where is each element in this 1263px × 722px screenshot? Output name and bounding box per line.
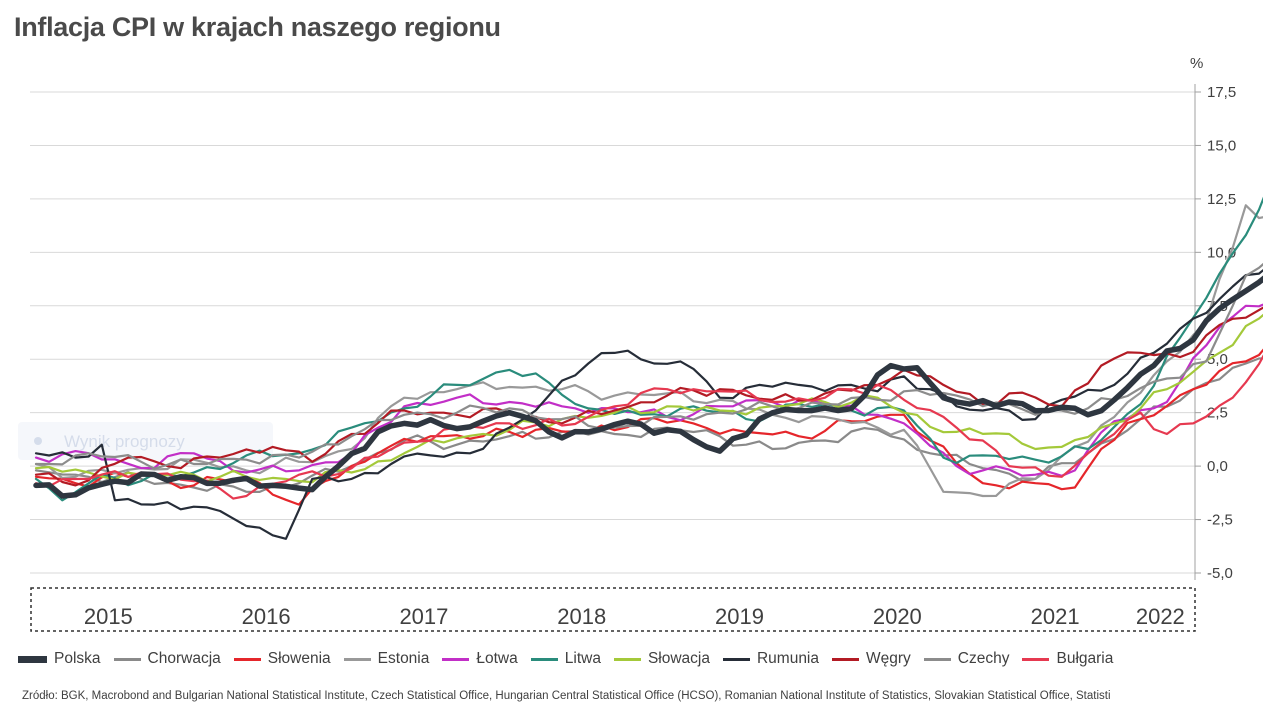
legend-swatch	[343, 657, 371, 661]
legend-label: Bułgaria	[1056, 650, 1114, 667]
series-line-czechy	[34, 262, 1263, 470]
y-tick-label: -5,0	[1207, 565, 1233, 582]
x-axis-year-labels: 2015 2016 2017 2018 2019 2020 2021 2022	[84, 604, 1185, 629]
legend-item: Łotwa	[442, 650, 518, 668]
legend-item: Bułgaria	[1022, 650, 1113, 668]
x-tick-label: 2015	[84, 604, 133, 629]
series-line-rumunia	[34, 268, 1263, 540]
legend-label: Litwa	[564, 650, 601, 667]
x-tick-label: 2016	[242, 604, 291, 629]
legend-item: Rumunia	[722, 650, 819, 668]
legend-swatch	[233, 657, 261, 661]
legend-label: Słowenia	[267, 650, 331, 667]
line-chart: -5,0-2,50,02,55,07,510,012,515,017,5 % W…	[18, 55, 1263, 632]
legend-item: Węgry	[832, 650, 911, 668]
y-tick-label: -2,5	[1207, 512, 1233, 529]
legend-swatch	[113, 657, 141, 661]
legend-item: Słowenia	[233, 650, 331, 668]
legend-item: Estonia	[343, 650, 430, 668]
year-axis-box	[30, 587, 1196, 632]
x-tick-label: 2017	[399, 604, 448, 629]
legend-label: Rumunia	[756, 650, 819, 667]
series-lines	[33, 196, 1263, 540]
series-line-polska	[33, 275, 1263, 499]
legend-swatch	[722, 657, 750, 661]
legend-item: Czechy	[923, 650, 1010, 668]
legend-swatch	[832, 657, 859, 661]
legend-swatch	[613, 657, 641, 661]
y-tick-label: 2,5	[1207, 405, 1228, 422]
x-tick-label: 2020	[873, 604, 922, 629]
legend-item: Polska	[18, 650, 101, 668]
series-line-łotwa	[34, 303, 1263, 477]
series-line-węgry	[34, 306, 1263, 487]
legend-item: Słowacja	[613, 650, 710, 668]
legend-label: Chorwacja	[147, 650, 221, 667]
y-tick-label: 15,0	[1207, 137, 1236, 154]
x-tick-label: 2018	[557, 604, 606, 629]
x-tick-label: 2022	[1136, 604, 1185, 629]
y-axis-unit: %	[1190, 55, 1203, 72]
x-tick-label: 2021	[1031, 604, 1080, 629]
legend-label: Czechy	[957, 650, 1010, 667]
legend-swatch	[18, 655, 47, 663]
legend-item: Litwa	[530, 650, 601, 668]
legend-label: Węgry	[866, 650, 911, 667]
forecast-overlay: Wynik prognozy	[18, 422, 273, 460]
y-tick-label: 12,5	[1207, 191, 1236, 208]
x-tick-label: 2019	[715, 604, 764, 629]
forecast-overlay-label: Wynik prognozy	[64, 432, 185, 451]
y-tick-label: 0,0	[1207, 458, 1228, 475]
legend-swatch	[530, 657, 558, 661]
legend-swatch	[923, 657, 951, 661]
chart-title: Inflacja CPI w krajach naszego regionu	[14, 12, 501, 42]
legend-swatch	[442, 657, 470, 661]
legend-item: Chorwacja	[113, 650, 221, 668]
legend: Polska Chorwacja Słowenia Estonia Łotwa Litwa…	[18, 650, 1126, 668]
series-line-bułgaria	[34, 354, 1263, 500]
gridlines	[30, 91, 1195, 574]
legend-swatch	[1022, 657, 1050, 661]
y-tick-label: 17,5	[1207, 84, 1236, 101]
source-note: Źródło: BGK, Macrobond and Bulgarian Nat…	[22, 690, 1111, 702]
legend-label: Słowacja	[647, 650, 710, 667]
legend-label: Łotwa	[476, 650, 518, 667]
y-tick-label: 5,0	[1207, 351, 1228, 368]
legend-label: Estonia	[377, 650, 430, 667]
legend-label: Polska	[54, 650, 101, 667]
y-axis: -5,0-2,50,02,55,07,510,012,515,017,5	[1194, 84, 1236, 582]
